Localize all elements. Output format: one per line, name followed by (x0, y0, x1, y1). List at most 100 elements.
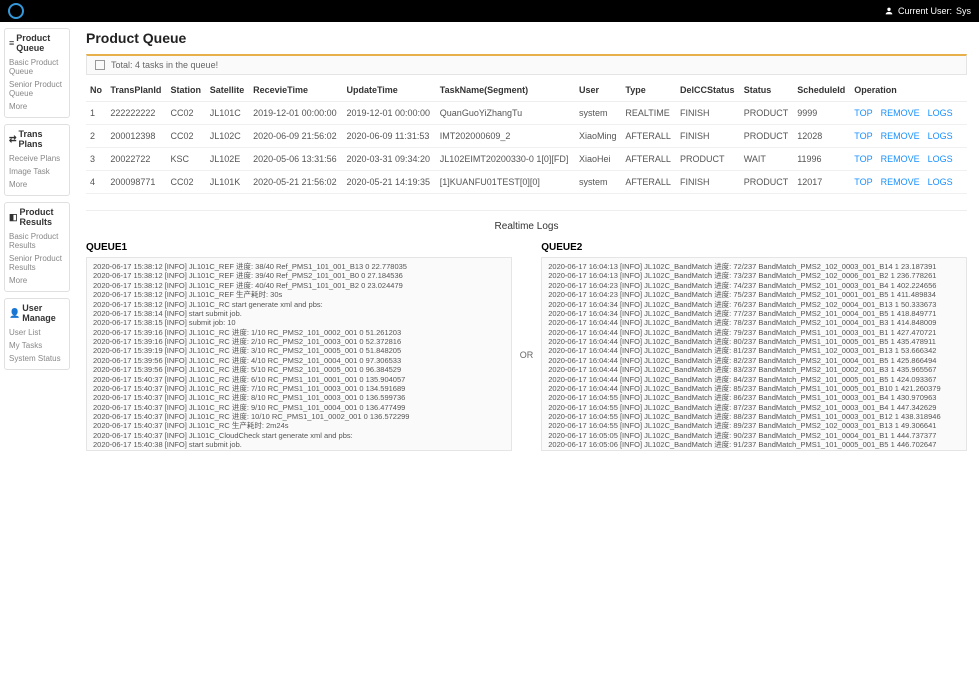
log-box[interactable]: 2020-06-17 15:38:12 [INFO] JL101C_REF 进度… (86, 257, 512, 451)
table-cell-type: AFTERALL (621, 148, 676, 171)
sidebar-group-title: ⇄Trans Plans (9, 129, 65, 149)
table-cell-operation: TOP REMOVE LOGS (850, 148, 967, 171)
sidebar-item[interactable]: Senior Product Queue (9, 78, 65, 100)
sidebar-item[interactable]: My Tasks (9, 339, 65, 352)
sidebar: ≡Product QueueBasic Product QueueSenior … (0, 22, 74, 459)
user-info[interactable]: Current User: Sys (884, 6, 971, 16)
table-cell-status: WAIT (740, 148, 794, 171)
operation-link-logs[interactable]: LOGS (928, 108, 953, 118)
log-panel-title: QUEUE1 (86, 238, 512, 257)
sidebar-item[interactable]: Senior Product Results (9, 252, 65, 274)
operation-link-top[interactable]: TOP (854, 177, 872, 187)
sidebar-group-0: ≡Product Queue Basic Product QueueSenior … (4, 28, 70, 118)
log-line: 2020-06-17 15:40:37 [INFO] JL101C_RC 进度:… (93, 384, 505, 393)
table-cell-user: XiaoHei (575, 148, 621, 171)
table-cell-recv: 2020-06-09 21:56:02 (249, 125, 342, 148)
log-line: 2020-06-17 15:40:38 [INFO] start submit … (93, 440, 505, 449)
table-cell-type: AFTERALL (621, 171, 676, 194)
topbar: Current User: Sys (0, 0, 979, 22)
log-line: 2020-06-17 15:39:56 [INFO] JL101C_RC 进度:… (93, 356, 505, 365)
table-cell-task: IMT202000609_2 (436, 125, 575, 148)
table-cell-transplanid: 200012398 (106, 125, 166, 148)
log-line: 2020-06-17 15:40:37 [INFO] JL101C_RC 进度:… (93, 393, 505, 402)
sidebar-item[interactable]: Receive Plans (9, 152, 65, 165)
sidebar-item[interactable]: Basic Product Queue (9, 56, 65, 78)
logs-section-title: Realtime Logs (86, 221, 967, 232)
log-line: 2020-06-17 15:39:19 [INFO] JL101C_RC 进度:… (93, 346, 505, 355)
log-line: 2020-06-17 16:04:44 [INFO] JL102C_BandMa… (548, 318, 960, 327)
operation-link-remove[interactable]: REMOVE (881, 177, 920, 187)
sidebar-item[interactable]: More (9, 274, 65, 287)
log-line: 2020-06-17 15:39:56 [INFO] JL101C_RC 进度:… (93, 365, 505, 374)
log-line: 2020-06-17 16:04:55 [INFO] JL102C_BandMa… (548, 421, 960, 430)
log-line: 2020-06-17 15:38:15 [INFO] submit job: 1… (93, 318, 505, 327)
log-line: 2020-06-17 16:04:44 [INFO] JL102C_BandMa… (548, 365, 960, 374)
table-header-cell: UpdateTime (342, 79, 435, 102)
table-header-cell: Operation (850, 79, 967, 102)
logs-separator: OR (516, 350, 538, 360)
queue-table: NoTransPlanIdStationSatelliteRecevieTime… (86, 79, 967, 194)
operation-link-remove[interactable]: REMOVE (881, 131, 920, 141)
sidebar-group-label: Product Results (20, 207, 65, 227)
logo-icon (8, 3, 24, 19)
log-panel-title: QUEUE2 (541, 238, 967, 257)
table-cell-update: 2020-06-09 11:31:53 (342, 125, 435, 148)
table-cell-transplanid: 222222222 (106, 102, 166, 125)
sidebar-item[interactable]: More (9, 100, 65, 113)
table-cell-station: KSC (167, 148, 206, 171)
table-cell-schedule: 11996 (793, 148, 850, 171)
table-cell-delcc: FINISH (676, 125, 740, 148)
table-cell-status: PRODUCT (740, 125, 794, 148)
log-line: 2020-06-17 16:05:06 [INFO] JL102C_BandMa… (548, 450, 960, 452)
log-line: 2020-06-17 15:38:12 [INFO] JL101C_REF 生产… (93, 290, 505, 299)
log-line: 2020-06-17 16:05:06 [INFO] JL102C_BandMa… (548, 440, 960, 449)
sidebar-item[interactable]: Basic Product Results (9, 230, 65, 252)
table-cell-no: 2 (86, 125, 106, 148)
sidebar-item[interactable]: User List (9, 326, 65, 339)
sidebar-group-1: ⇄Trans Plans Receive PlansImage TaskMore (4, 124, 70, 196)
log-line: 2020-06-17 16:04:44 [INFO] JL102C_BandMa… (548, 356, 960, 365)
table-header-cell: TaskName(Segment) (436, 79, 575, 102)
table-cell-schedule: 9999 (793, 102, 850, 125)
sidebar-group-label: Trans Plans (19, 129, 65, 149)
operation-link-logs[interactable]: LOGS (928, 154, 953, 164)
log-line: 2020-06-17 16:04:44 [INFO] JL102C_BandMa… (548, 346, 960, 355)
table-cell-schedule: 12017 (793, 171, 850, 194)
logs-region: Realtime Logs QUEUE12020-06-17 15:38:12 … (86, 210, 967, 451)
table-cell-user: system (575, 171, 621, 194)
table-cell-user: system (575, 102, 621, 125)
table-header-cell: Satellite (206, 79, 249, 102)
sidebar-group-2: ◧Product Results Basic Product ResultsSen… (4, 202, 70, 292)
sidebar-group-title: ◧Product Results (9, 207, 65, 227)
log-line: 2020-06-17 15:40:38 [INFO] submit job: 4 (93, 450, 505, 452)
sidebar-item[interactable]: Image Task (9, 165, 65, 178)
operation-link-top[interactable]: TOP (854, 108, 872, 118)
sidebar-item[interactable]: More (9, 178, 65, 191)
user-name: Sys (956, 6, 971, 16)
sidebar-group-icon: ⇄ (9, 134, 17, 145)
operation-link-logs[interactable]: LOGS (928, 131, 953, 141)
operation-link-remove[interactable]: REMOVE (881, 108, 920, 118)
log-line: 2020-06-17 16:04:55 [INFO] JL102C_BandMa… (548, 393, 960, 402)
operation-link-top[interactable]: TOP (854, 154, 872, 164)
table-cell-transplanid: 20022722 (106, 148, 166, 171)
sidebar-group-3: 👤User ManageUser ListMy TasksSystem Stat… (4, 298, 70, 370)
log-line: 2020-06-17 15:40:37 [INFO] JL101C_RC 进度:… (93, 412, 505, 421)
operation-link-top[interactable]: TOP (854, 131, 872, 141)
table-row: 4200098771CC02JL101K2020-05-21 21:56:022… (86, 171, 967, 194)
sidebar-group-icon: ◧ (9, 212, 18, 223)
sidebar-item[interactable]: System Status (9, 352, 65, 365)
table-header-cell: Type (621, 79, 676, 102)
table-header-cell: Station (167, 79, 206, 102)
table-cell-update: 2020-03-31 09:34:20 (342, 148, 435, 171)
table-cell-status: PRODUCT (740, 171, 794, 194)
table-cell-update: 2019-12-01 00:00:00 (342, 102, 435, 125)
log-box[interactable]: 2020-06-17 16:04:13 [INFO] JL102C_BandMa… (541, 257, 967, 451)
log-line: 2020-06-17 16:04:44 [INFO] JL102C_BandMa… (548, 328, 960, 337)
operation-link-remove[interactable]: REMOVE (881, 154, 920, 164)
sidebar-group-label: Product Queue (16, 33, 65, 53)
sidebar-group-title: ≡Product Queue (9, 33, 65, 53)
log-line: 2020-06-17 15:39:16 [INFO] JL101C_RC 进度:… (93, 328, 505, 337)
operation-link-logs[interactable]: LOGS (928, 177, 953, 187)
sidebar-group-icon: 👤 (9, 308, 20, 319)
